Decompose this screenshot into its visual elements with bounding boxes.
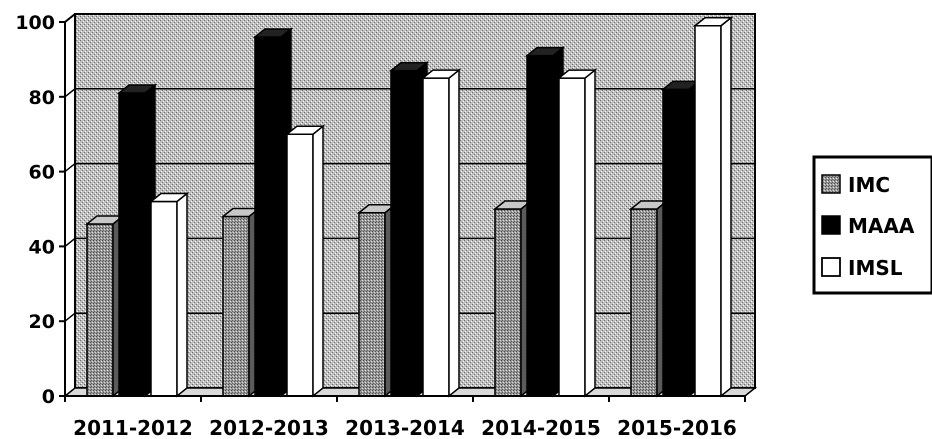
bar-imsl bbox=[284, 124, 326, 398]
legend-item-maaa: MAAA bbox=[821, 214, 915, 238]
legend: IMC MAAA IMSL bbox=[812, 155, 932, 295]
y-tick-label: 40 bbox=[29, 236, 55, 258]
y-tick-label: 80 bbox=[29, 87, 55, 109]
x-tick-label: 2014-2015 bbox=[481, 416, 601, 439]
bar-side bbox=[584, 68, 596, 398]
bar-front bbox=[390, 69, 418, 397]
bar-maaa bbox=[524, 46, 566, 398]
bar-top bbox=[388, 61, 430, 72]
bar-imc bbox=[492, 199, 534, 398]
x-axis: 2011-2012 2012-2013 2013-2014 2014-2015 2015… bbox=[64, 395, 746, 439]
bar-front bbox=[118, 92, 146, 397]
bar-front bbox=[86, 223, 114, 397]
bar-maaa bbox=[252, 27, 294, 398]
bar-front bbox=[526, 54, 554, 397]
bar-imsl bbox=[420, 68, 462, 398]
y-tick-label: 20 bbox=[29, 311, 55, 333]
legend-label-imsl: IMSL bbox=[848, 256, 903, 280]
bar-front bbox=[422, 77, 450, 397]
legend-item-imc: IMC bbox=[821, 173, 890, 197]
bar-top bbox=[116, 84, 158, 94]
bar-front bbox=[254, 36, 282, 397]
bar-side bbox=[176, 191, 188, 398]
bar-top bbox=[420, 69, 462, 79]
bar-side bbox=[448, 68, 460, 398]
bar-top bbox=[284, 125, 326, 135]
bar-maaa bbox=[660, 79, 702, 398]
x-tick-label: 2011-2012 bbox=[73, 416, 193, 439]
legend-swatch-imsl bbox=[821, 257, 841, 277]
y-tick-label: 0 bbox=[42, 386, 55, 408]
bar-imc bbox=[356, 203, 398, 398]
bar-front bbox=[558, 77, 586, 397]
x-tick-label: 2015-2016 bbox=[617, 416, 737, 439]
bar-maaa bbox=[388, 61, 430, 398]
bar-imc bbox=[220, 206, 262, 398]
bars-group bbox=[84, 16, 734, 398]
bar-imsl bbox=[692, 16, 734, 398]
x-tick-label: 2013-2014 bbox=[345, 416, 465, 439]
legend-swatch-maaa bbox=[821, 215, 841, 235]
bar-top bbox=[556, 69, 598, 79]
bar-front bbox=[662, 88, 690, 397]
bar-imc bbox=[628, 199, 670, 398]
y-axis: 0 20 40 60 80 100 bbox=[15, 12, 76, 408]
legend-label-imc: IMC bbox=[848, 173, 890, 197]
legend-item-imsl: IMSL bbox=[821, 256, 903, 280]
y-axis-top-edge bbox=[64, 13, 76, 23]
bar-side bbox=[720, 16, 732, 398]
bar-side bbox=[312, 124, 324, 398]
bar-top bbox=[148, 192, 190, 203]
bar-front bbox=[694, 24, 722, 397]
bar-imsl bbox=[556, 68, 598, 398]
bar-top bbox=[524, 46, 566, 57]
bar-top bbox=[252, 28, 294, 38]
bar-front bbox=[286, 133, 314, 397]
bar-front bbox=[222, 215, 250, 397]
bar-imsl bbox=[148, 191, 190, 398]
bar-imc bbox=[84, 214, 126, 398]
bar-front bbox=[150, 200, 178, 397]
bar-front bbox=[358, 211, 386, 397]
legend-label-maaa: MAAA bbox=[848, 214, 915, 238]
bar-front bbox=[630, 208, 658, 397]
y-tick-label: 60 bbox=[29, 162, 55, 184]
legend-swatch-imc bbox=[821, 174, 841, 194]
y-tick-label: 100 bbox=[15, 12, 55, 34]
bar-maaa bbox=[116, 83, 158, 398]
bar-front bbox=[494, 208, 522, 397]
bar-top bbox=[692, 16, 734, 27]
x-tick-label: 2012-2013 bbox=[209, 416, 329, 439]
